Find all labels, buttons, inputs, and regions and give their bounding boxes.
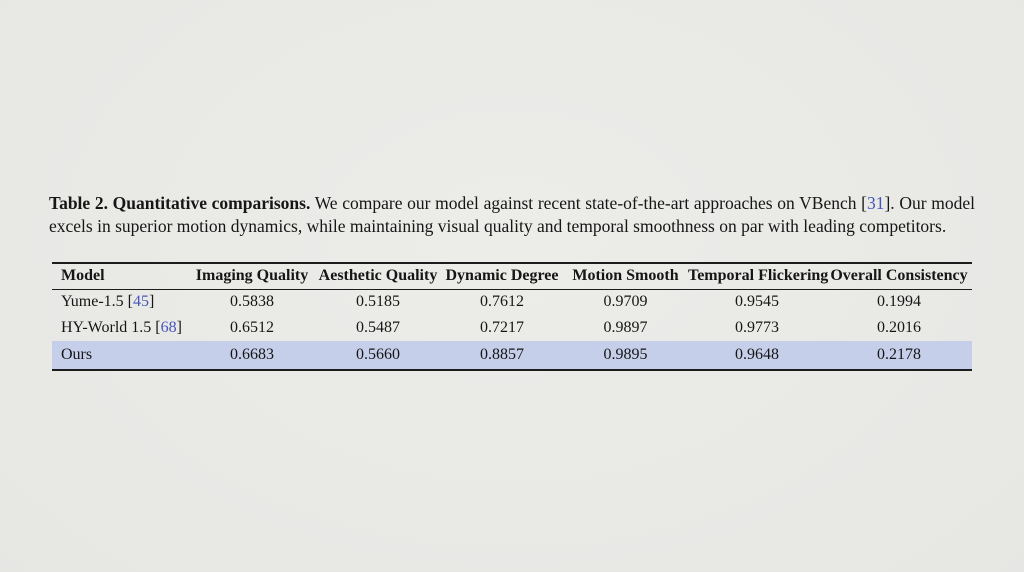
caption-text: We compare our model against recent stat… [310, 193, 867, 213]
cell-imaging-quality: 0.6683 [230, 346, 274, 363]
cell-overall-consistency: 0.1994 [877, 293, 921, 311]
model-name: HY-World 1.5 [ [61, 319, 161, 336]
cell-motion-smooth: 0.9709 [603, 293, 648, 311]
cell-overall-consistency: 0.2016 [877, 319, 921, 336]
cell-imaging-quality: 0.6512 [230, 319, 274, 336]
caption-line-2: excels in superior motion dynamics, whil… [49, 215, 947, 236]
caption-line-1: Table 2. Quantitative comparisons. We co… [49, 192, 975, 215]
cell-aesthetic-quality: 0.5660 [356, 346, 400, 363]
cell-dynamic-degree: 0.8857 [480, 346, 524, 363]
model-name-cell: HY-World 1.5 [68] [52, 315, 189, 341]
results-table: Model Imaging Quality Aesthetic Quality … [52, 262, 972, 371]
cell-overall-consistency: 0.2178 [877, 346, 921, 363]
caption-text: ]. Our model [884, 193, 975, 213]
cell-dynamic-degree: 0.7217 [480, 319, 524, 336]
column-header-model: Model [61, 267, 105, 285]
table-row-hy-world: HY-World 1.5 [68] 0.6512 0.5487 0.7217 0… [52, 315, 972, 341]
cell-imaging-quality: 0.5838 [230, 293, 274, 311]
cell-temporal-flickering: 0.9773 [735, 319, 779, 336]
model-name-cell: Ours [52, 341, 189, 370]
cell-temporal-flickering: 0.9648 [735, 346, 779, 363]
citation-link-68[interactable]: 68 [160, 319, 177, 336]
cell-dynamic-degree: 0.7612 [480, 293, 524, 311]
model-name: Ours [61, 346, 93, 363]
model-name: Yume-1.5 [ [61, 293, 133, 311]
column-header-temporal-flickering: Temporal Flickering [688, 267, 829, 285]
model-name: ] [176, 319, 182, 336]
column-header-motion-smooth: Motion Smooth [572, 267, 679, 285]
table-row-ours-highlighted: Ours 0.6683 0.5660 0.8857 0.9895 0.9648 … [52, 341, 972, 370]
model-name: ] [148, 293, 155, 311]
table-caption: Table 2. Quantitative comparisons. We co… [49, 192, 975, 237]
column-header-overall-consistency: Overall Consistency [830, 267, 968, 285]
cell-aesthetic-quality: 0.5185 [356, 293, 400, 311]
column-header-aesthetic-quality: Aesthetic Quality [318, 267, 438, 285]
column-header-dynamic-degree: Dynamic Degree [445, 267, 559, 285]
table-header-row: Model Imaging Quality Aesthetic Quality … [52, 263, 972, 289]
cell-motion-smooth: 0.9897 [603, 319, 648, 336]
citation-link-45[interactable]: 45 [132, 293, 149, 311]
table-row-yume: Yume-1.5 [45] 0.5838 0.5185 0.7612 0.970… [52, 289, 972, 315]
column-header-imaging-quality: Imaging Quality [195, 267, 309, 285]
cell-aesthetic-quality: 0.5487 [356, 319, 400, 336]
caption-label: Table 2. Quantitative comparisons. [49, 193, 311, 213]
model-name-cell: Yume-1.5 [45] [52, 289, 189, 315]
citation-link-31[interactable]: 31 [866, 193, 885, 213]
cell-temporal-flickering: 0.9545 [735, 293, 779, 311]
cell-motion-smooth: 0.9895 [603, 346, 648, 363]
